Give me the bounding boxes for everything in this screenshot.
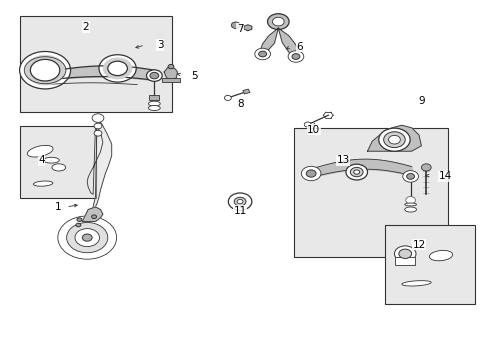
Bar bbox=[385, 225, 475, 304]
Circle shape bbox=[354, 170, 360, 174]
Circle shape bbox=[268, 14, 289, 30]
Circle shape bbox=[77, 218, 82, 221]
Ellipse shape bbox=[27, 145, 53, 157]
Text: 4: 4 bbox=[38, 155, 45, 165]
Polygon shape bbox=[82, 207, 103, 221]
Circle shape bbox=[379, 128, 410, 151]
Bar bbox=[395, 257, 415, 265]
Circle shape bbox=[234, 197, 246, 206]
Ellipse shape bbox=[33, 181, 53, 186]
Polygon shape bbox=[260, 28, 278, 55]
Circle shape bbox=[421, 164, 431, 171]
Text: 2: 2 bbox=[82, 22, 89, 32]
Text: 7: 7 bbox=[237, 24, 244, 34]
Polygon shape bbox=[73, 118, 112, 247]
Circle shape bbox=[75, 229, 99, 247]
Circle shape bbox=[94, 130, 102, 136]
Circle shape bbox=[92, 215, 97, 219]
Ellipse shape bbox=[405, 207, 416, 212]
Circle shape bbox=[272, 17, 284, 26]
Ellipse shape bbox=[402, 281, 431, 286]
Polygon shape bbox=[164, 68, 177, 80]
Bar bbox=[162, 78, 180, 82]
Bar bbox=[20, 16, 172, 112]
Circle shape bbox=[67, 222, 108, 253]
Circle shape bbox=[25, 55, 65, 85]
Circle shape bbox=[389, 135, 400, 144]
Text: 14: 14 bbox=[439, 171, 452, 181]
Circle shape bbox=[403, 171, 418, 182]
Circle shape bbox=[99, 55, 136, 82]
Circle shape bbox=[108, 61, 127, 76]
Text: 6: 6 bbox=[296, 42, 303, 52]
Text: 9: 9 bbox=[418, 96, 425, 106]
Circle shape bbox=[384, 132, 405, 148]
Circle shape bbox=[30, 59, 60, 81]
Text: 1: 1 bbox=[54, 202, 61, 212]
Ellipse shape bbox=[429, 251, 453, 261]
Circle shape bbox=[255, 48, 270, 60]
Circle shape bbox=[301, 166, 321, 181]
Circle shape bbox=[259, 51, 267, 57]
Ellipse shape bbox=[44, 157, 59, 163]
Circle shape bbox=[346, 164, 368, 180]
Text: 8: 8 bbox=[237, 99, 244, 109]
Circle shape bbox=[394, 246, 416, 262]
Circle shape bbox=[306, 170, 316, 177]
Circle shape bbox=[231, 22, 240, 28]
Circle shape bbox=[224, 95, 231, 100]
Polygon shape bbox=[244, 25, 252, 31]
Circle shape bbox=[350, 167, 363, 177]
Text: 11: 11 bbox=[233, 206, 247, 216]
Text: 3: 3 bbox=[157, 40, 164, 50]
Polygon shape bbox=[278, 28, 299, 58]
Text: 5: 5 bbox=[191, 71, 198, 81]
Circle shape bbox=[150, 72, 159, 79]
Circle shape bbox=[399, 249, 412, 258]
Bar bbox=[149, 95, 159, 100]
Circle shape bbox=[304, 122, 311, 127]
Bar bbox=[294, 128, 448, 257]
Ellipse shape bbox=[405, 203, 416, 206]
Ellipse shape bbox=[52, 164, 66, 171]
Circle shape bbox=[94, 123, 102, 129]
Circle shape bbox=[228, 193, 252, 210]
Ellipse shape bbox=[148, 105, 160, 111]
Bar bbox=[20, 126, 96, 198]
Circle shape bbox=[288, 51, 304, 62]
Circle shape bbox=[76, 223, 81, 227]
Circle shape bbox=[168, 64, 174, 69]
Text: 10: 10 bbox=[307, 125, 320, 135]
Circle shape bbox=[237, 199, 243, 204]
Text: 12: 12 bbox=[412, 240, 426, 250]
Text: 13: 13 bbox=[336, 155, 350, 165]
Circle shape bbox=[406, 197, 416, 204]
Circle shape bbox=[82, 234, 92, 241]
Circle shape bbox=[407, 174, 415, 179]
Ellipse shape bbox=[148, 101, 160, 106]
Circle shape bbox=[92, 114, 104, 122]
Bar bbox=[243, 89, 250, 94]
Circle shape bbox=[20, 51, 71, 89]
Polygon shape bbox=[368, 125, 421, 151]
Circle shape bbox=[103, 58, 132, 79]
Circle shape bbox=[58, 216, 117, 259]
Circle shape bbox=[292, 54, 300, 59]
Circle shape bbox=[147, 70, 162, 81]
